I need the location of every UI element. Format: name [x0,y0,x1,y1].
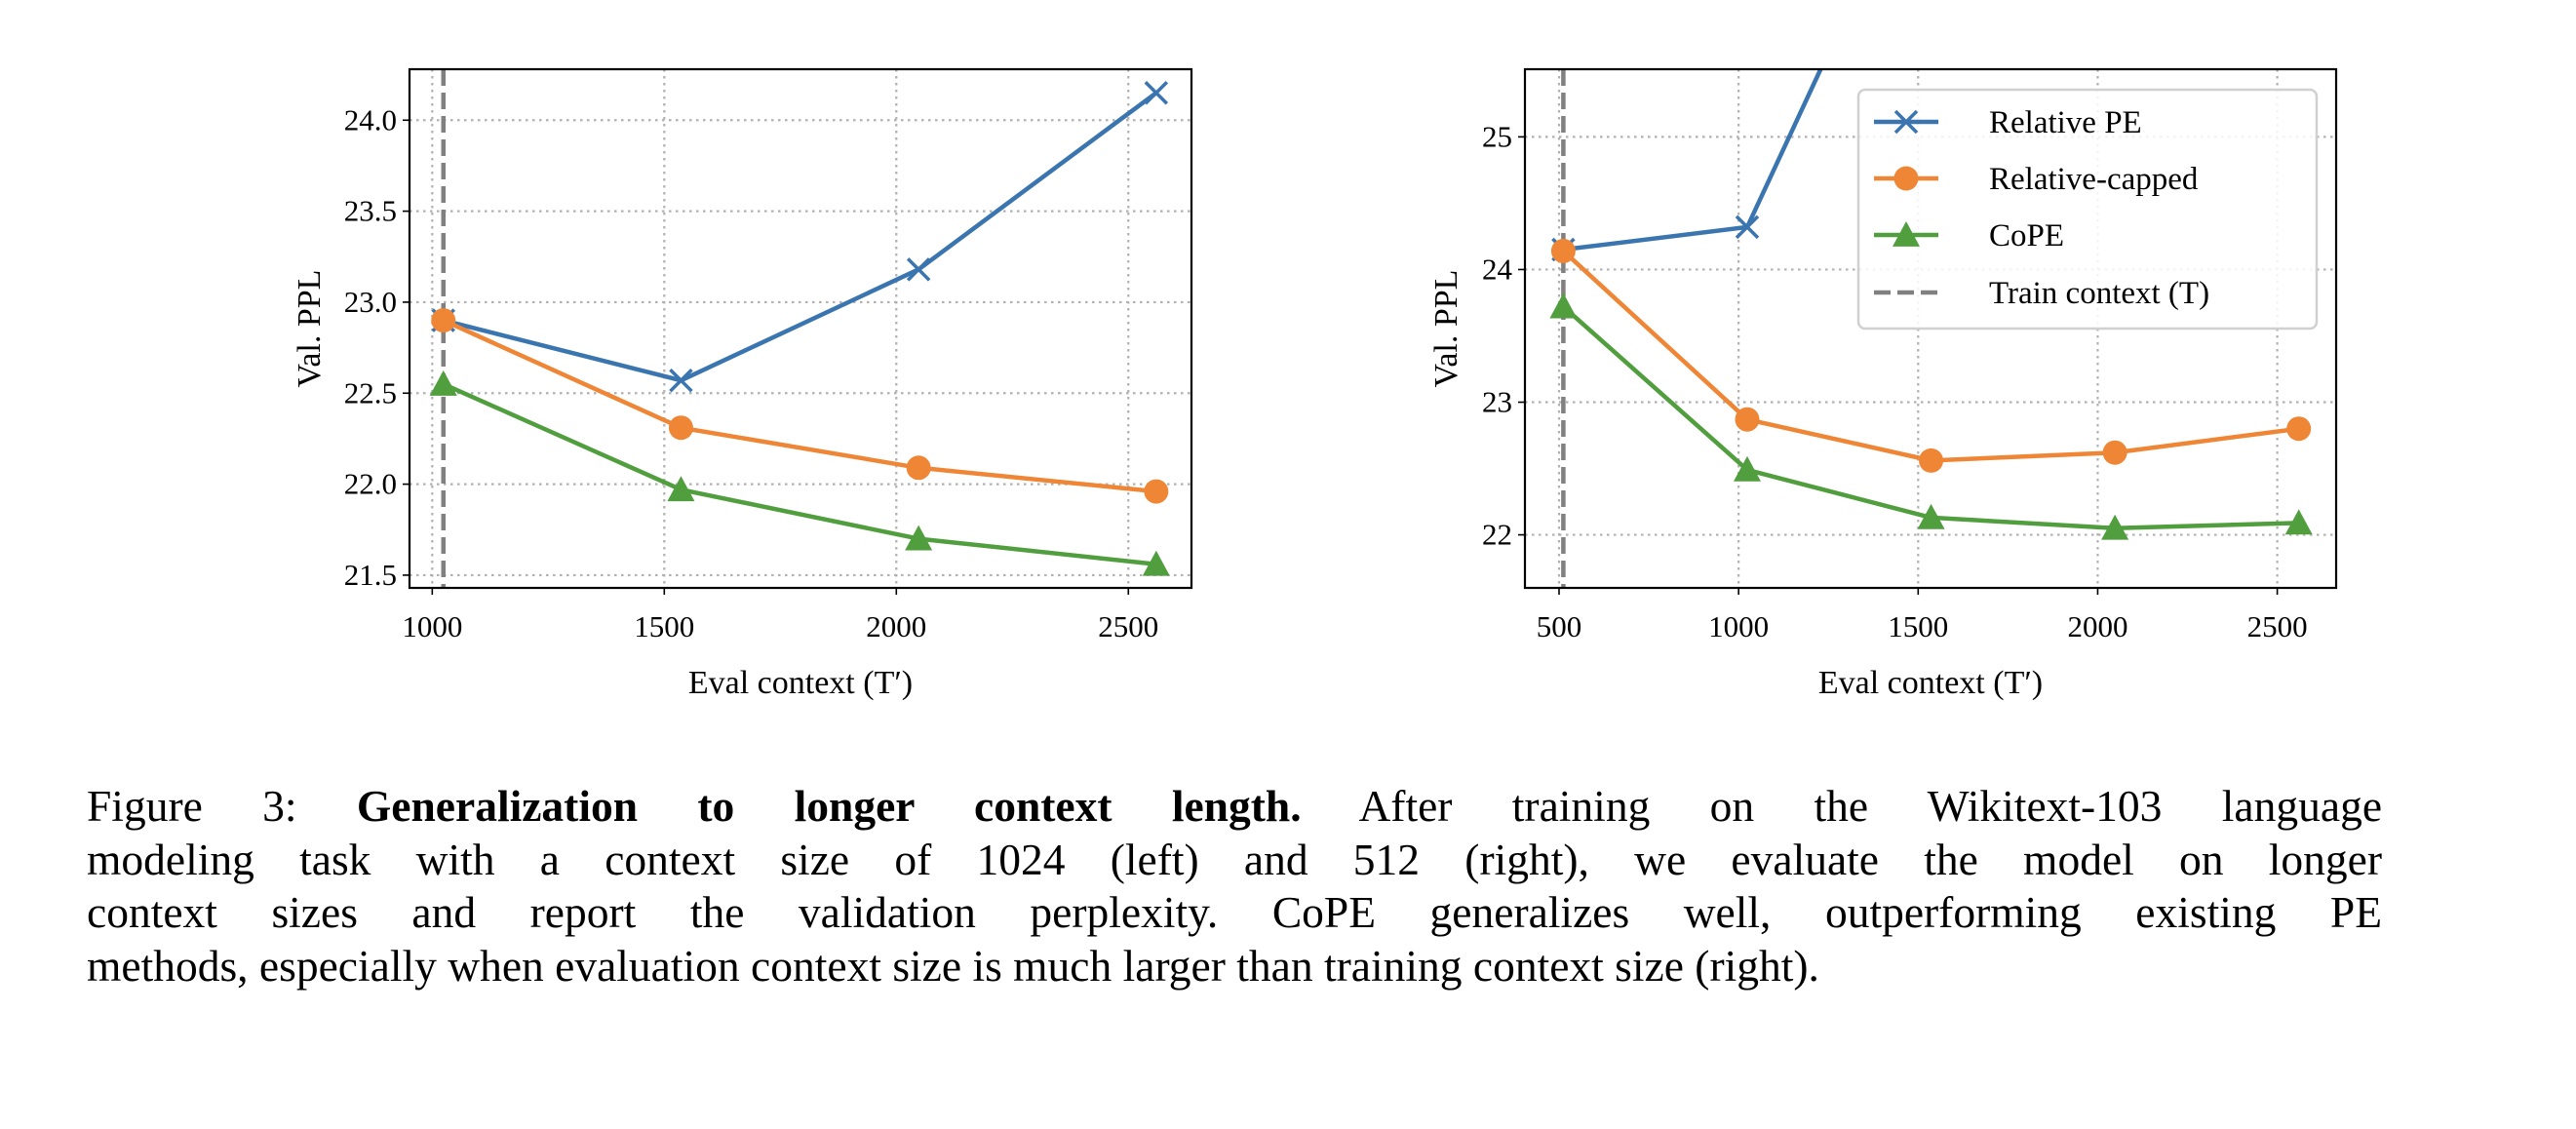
data-point-relative-capped [1919,448,1944,473]
data-point-relative-capped [1550,238,1576,263]
series-line-relative-pe [443,91,1158,383]
x-tick-label: 1500 [634,609,694,643]
legend-label: Relative PE [1989,105,2142,140]
series-line-cope [1561,304,2299,531]
axes-frame [408,67,1193,590]
data-point-relative-pe [1144,81,1169,105]
data-point-cope [2284,509,2313,535]
legend-marker-triangle-icon [1893,221,1920,247]
caption-text: After training on the Wikitext-103 langu… [1358,781,2383,831]
legend-item: Relative-capped [1874,162,2199,197]
y-tick-label: 23.0 [344,285,397,319]
caption-title: Generalization to longer context length. [356,781,1302,831]
data-point-relative-capped [906,455,931,481]
data-point-cope [905,525,933,551]
caption-label: Figure 3: [87,781,297,831]
legend-item: CoPE [1874,218,2064,253]
data-point-relative-pe [906,257,931,282]
series-line-cope [442,381,1157,566]
data-point-cope [429,370,457,396]
data-point-cope [2101,514,2129,540]
series-line-relative-capped [442,318,1157,494]
y-tick-label: 22.0 [344,467,397,501]
left-chart: 1000 1500 2000 2500 21.5 22.0 22.5 23.0 23.5 24.0… [292,67,1193,701]
x-tick-label: 2500 [1098,609,1158,643]
y-axis-label: Val. PPL [1428,270,1464,388]
data-point-relative-pe [669,368,693,393]
y-tick-label: 22.5 [344,375,397,409]
caption-line-1: Figure 3: Generalization to longer conte… [87,780,2382,834]
data-point-relative-capped [2102,440,2127,465]
legend: Relative PE Relative-capped CoPE Train cont… [1856,88,2319,331]
data-point-cope [1549,292,1578,319]
x-tick-label: 1000 [1708,609,1769,643]
legend-label: Train context (T) [1989,276,2209,311]
caption-line-3: context sizes and report the validation … [87,887,2382,937]
legend-label: Relative-capped [1989,162,2199,197]
legend-label: CoPE [1989,218,2064,253]
x-tick-label: 1000 [402,609,462,643]
data-point-relative-capped [668,415,693,441]
y-tick-label: 23 [1482,385,1512,419]
data-point-relative-capped [2286,416,2312,442]
data-point-relative-capped [431,308,456,333]
legend-box [1856,88,2319,331]
data-point-cope [1142,550,1170,576]
x-tick-label: 2000 [866,609,926,643]
y-axis-label: Val. PPL [292,270,328,388]
y-tick-label: 22 [1482,518,1512,552]
data-point-cope [667,476,695,502]
figure: 1000 1500 2000 2500 21.5 22.0 22.5 23.0 23.5 24.0… [292,67,2338,701]
data-point-cope [1733,455,1761,482]
figure-caption: Figure 3: Generalization to longer conte… [87,780,2382,993]
legend-marker-circle-icon [1893,166,1919,191]
y-tick-label: 25 [1482,119,1512,153]
plot-area [1549,69,2313,540]
data-point-relative-capped [1735,407,1760,432]
x-tick-label: 1500 [1888,609,1948,643]
legend-item: Train context (T) [1874,276,2209,311]
x-axis-label: Eval context (T′) [688,665,913,701]
data-point-relative-pe [1735,214,1760,240]
plot-area [429,81,1170,576]
data-point-relative-capped [1144,479,1169,504]
data-point-cope [1917,503,1945,529]
x-axis-label: Eval context (T′) [1818,665,2043,701]
caption-line-2: modeling task with a context size of 102… [87,834,2382,884]
y-tick-label: 24.0 [344,102,397,136]
y-tick-label: 23.5 [344,194,397,228]
legend-marker-x-icon [1893,109,1919,135]
y-tick-label: 24 [1482,252,1513,286]
x-tick-label: 2000 [2067,609,2127,643]
right-chart: 500 1000 1500 2000 2500 22 23 24 25 Eval context … [1428,67,2338,701]
x-tick-label: 2500 [2247,609,2308,643]
legend-item: Relative PE [1874,105,2142,140]
caption-line-4: methods, especially when evaluation cont… [87,940,1819,991]
axes-frame [1523,67,2338,590]
x-tick-label: 500 [1537,609,1582,643]
y-tick-label: 21.5 [344,558,397,592]
